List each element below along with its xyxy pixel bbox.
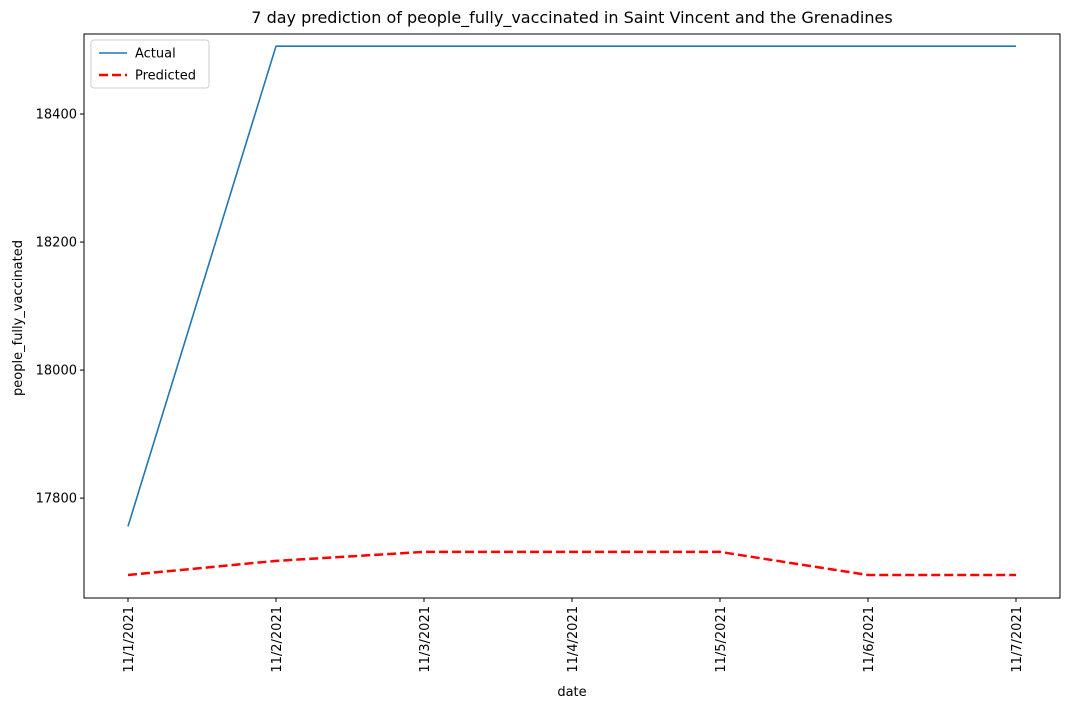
x-tick-label: 11/3/2021 [418, 606, 433, 673]
data-point-predicted [571, 551, 573, 553]
data-point-actual [867, 45, 869, 47]
chart-title: 7 day prediction of people_fully_vaccina… [251, 8, 892, 28]
x-tick-label: 11/5/2021 [714, 606, 729, 673]
x-tick-label: 11/6/2021 [862, 606, 877, 673]
data-point-actual [127, 525, 129, 527]
data-point-predicted [127, 574, 129, 576]
x-tick-label: 11/4/2021 [566, 606, 581, 673]
data-point-predicted [867, 574, 869, 576]
data-point-actual [571, 45, 573, 47]
legend-label-actual: Actual [135, 47, 176, 62]
y-tick-label: 18000 [36, 364, 77, 379]
y-tick-label: 18400 [36, 108, 77, 123]
x-axis-label: date [557, 685, 586, 700]
data-point-actual [1015, 45, 1017, 47]
legend-label-predicted: Predicted [135, 69, 196, 84]
legend: Actual Predicted [90, 39, 210, 89]
data-point-actual [719, 45, 721, 47]
data-point-predicted [423, 551, 425, 553]
y-tick-label: 17800 [36, 492, 77, 507]
series-line-actual [127, 45, 1016, 527]
data-point-predicted [719, 551, 721, 553]
plot-area: 17800 18000 18200 18400 11/1/2021 11/2/2021 11… [36, 33, 1061, 673]
data-point-predicted [275, 560, 277, 562]
data-point-actual [275, 45, 277, 47]
x-tick-label: 11/1/2021 [122, 606, 137, 673]
data-point-predicted [1015, 574, 1017, 576]
x-tick-label: 11/2/2021 [270, 606, 285, 673]
data-point-actual [423, 45, 425, 47]
y-tick-label: 18200 [36, 236, 77, 251]
series-line-predicted [127, 550, 1016, 577]
x-tick-label: 11/7/2021 [1010, 606, 1025, 673]
y-axis-label: people_fully_vaccinated [11, 240, 26, 396]
